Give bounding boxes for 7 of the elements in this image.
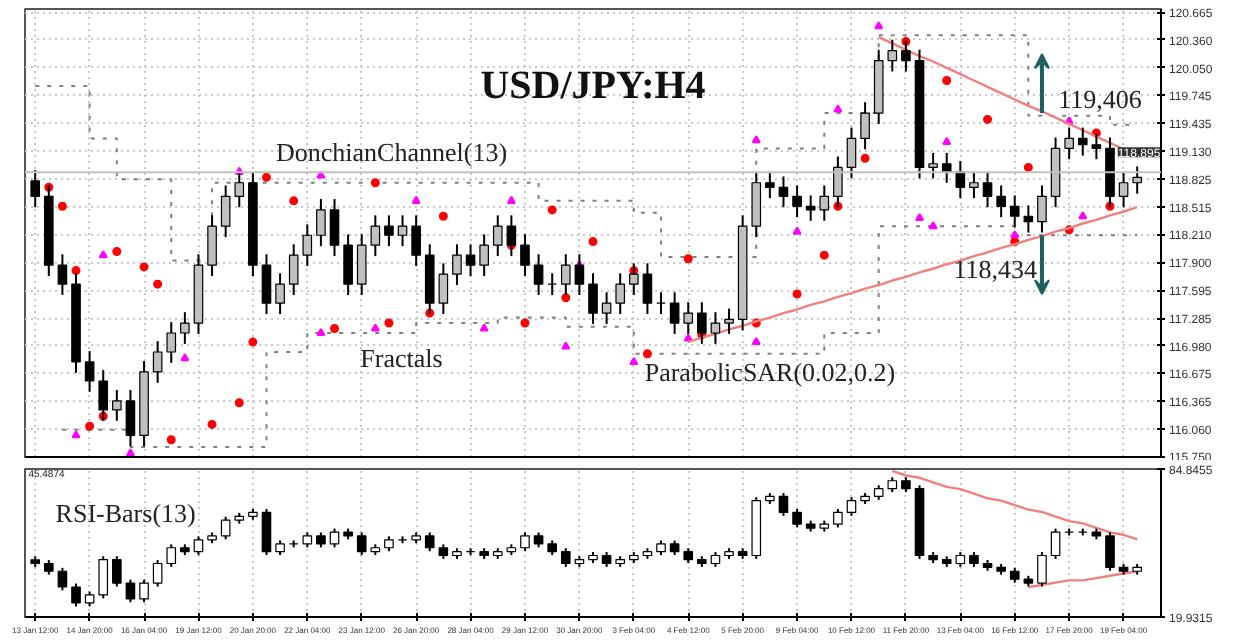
- annotation: Fractals: [360, 343, 443, 374]
- annotation: 118,434: [953, 253, 1039, 284]
- annotation: DonchianChannel(13): [276, 137, 508, 168]
- annotation: 119,406: [1058, 83, 1143, 114]
- annotation: ParabolicSAR(0.02,0.2): [644, 356, 896, 387]
- text: USD/JPY:H4: [480, 63, 706, 108]
- annotation: RSI-Bars(13): [55, 498, 196, 529]
